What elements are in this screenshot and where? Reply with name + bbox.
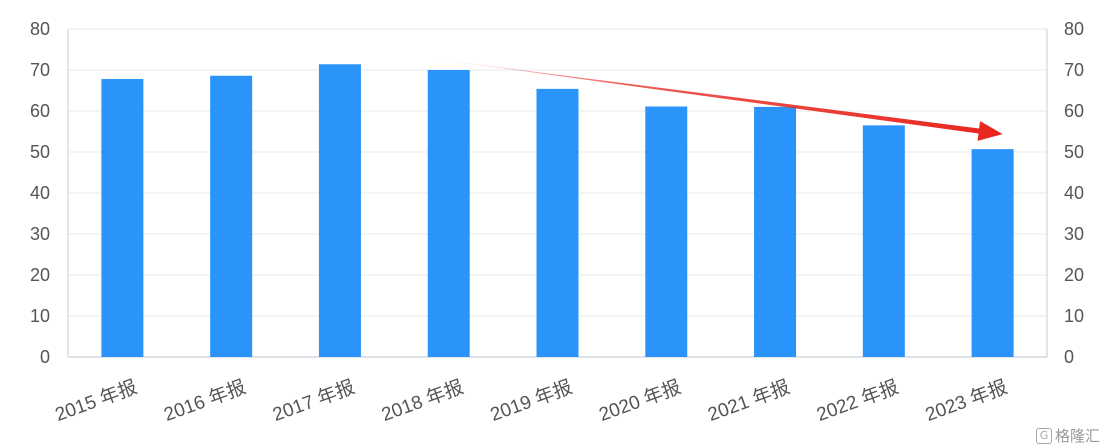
x-tick-label: 2016 年报 xyxy=(161,376,249,426)
y-tick-label-right: 30 xyxy=(1064,224,1084,244)
x-axis-labels: 2015 年报 2016 年报 2017 年报 2018 年报 2019 年报 2020 … xyxy=(52,376,1010,426)
watermark-logo-icon: G xyxy=(1035,427,1052,444)
x-tick-label: 2023 年报 xyxy=(922,376,1010,426)
watermark: G 格隆汇 xyxy=(1035,425,1100,446)
y-tick-label-left: 60 xyxy=(30,101,50,121)
x-tick-label: 2018 年报 xyxy=(379,376,467,426)
y-tick-label-left: 30 xyxy=(30,224,50,244)
bar xyxy=(101,79,144,358)
x-tick-label: 2022 年报 xyxy=(814,376,902,426)
bar xyxy=(754,106,797,358)
bar xyxy=(645,106,688,358)
y-tick-label-left: 0 xyxy=(40,347,50,367)
bar xyxy=(318,64,361,357)
x-tick-label: 2019 年报 xyxy=(487,376,575,426)
y-tick-label-right: 50 xyxy=(1064,142,1084,162)
y-tick-label-right: 20 xyxy=(1064,265,1084,285)
x-tick-label: 2021 年报 xyxy=(705,376,793,426)
y-tick-label-left: 50 xyxy=(30,142,50,162)
bar xyxy=(971,149,1014,357)
bar xyxy=(536,88,579,358)
y-tick-label-right: 40 xyxy=(1064,183,1084,203)
y-tick-label-left: 80 xyxy=(30,19,50,39)
bar-series xyxy=(101,64,1014,358)
y-tick-label-left: 40 xyxy=(30,183,50,203)
x-tick-label: 2015 年报 xyxy=(52,376,140,426)
y-tick-label-left: 70 xyxy=(30,60,50,80)
y-tick-label-right: 10 xyxy=(1064,306,1084,326)
trend-arrow-shape xyxy=(434,59,1003,141)
x-tick-label: 2020 年报 xyxy=(596,376,684,426)
y-tick-label-right: 0 xyxy=(1064,347,1074,367)
bar xyxy=(427,70,470,357)
watermark-text: 格隆汇 xyxy=(1054,427,1100,445)
y-tick-label-right: 60 xyxy=(1064,101,1084,121)
y-tick-label-left: 20 xyxy=(30,265,50,285)
x-tick-label: 2017 年报 xyxy=(270,376,358,426)
y-tick-label-left: 10 xyxy=(30,306,50,326)
y-axis-right: 0 10 20 30 40 50 60 70 80 xyxy=(1046,19,1084,367)
y-axis-left: 0 10 20 30 40 50 60 70 80 xyxy=(30,19,69,367)
bar xyxy=(862,125,905,357)
y-tick-label-right: 70 xyxy=(1064,60,1084,80)
y-tick-label-right: 80 xyxy=(1064,19,1084,39)
bar xyxy=(210,75,253,358)
trend-arrow xyxy=(434,59,1003,141)
